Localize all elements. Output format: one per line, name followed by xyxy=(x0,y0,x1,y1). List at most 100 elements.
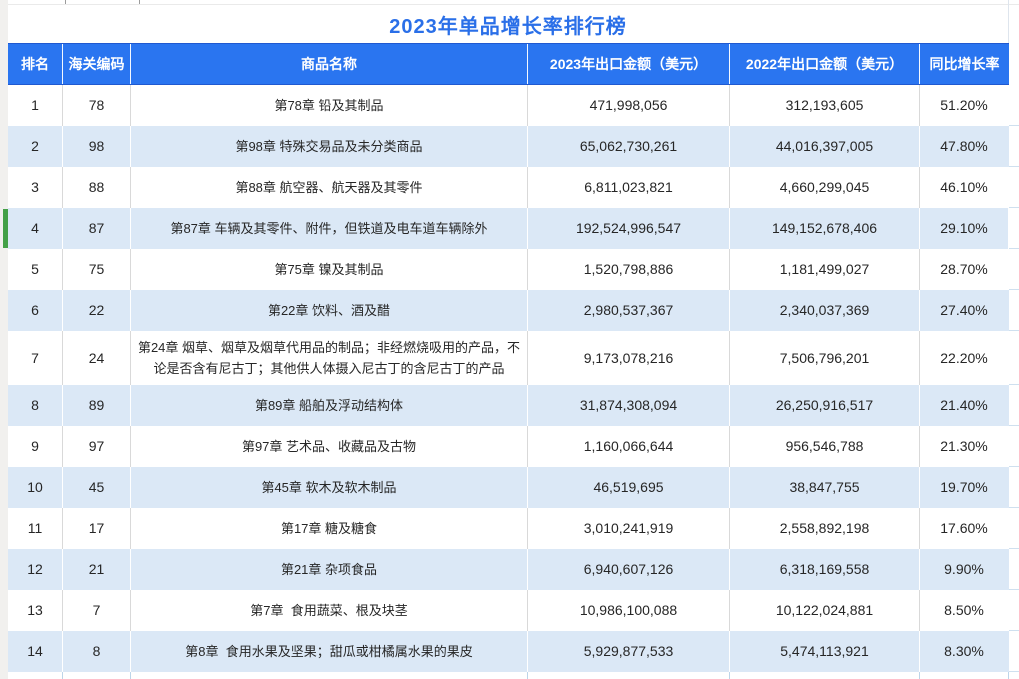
cell-product-name: 第24章 烟草、烟草及烟草代用品的制品；非经燃烧吸用的产品，不论是否含有尼古丁；… xyxy=(131,331,528,385)
cell-export-2023: 192,524,996,547 xyxy=(528,208,730,249)
cell-product-name: 第97章 艺术品、收藏品及古物 xyxy=(131,426,528,467)
cell-growth-rate: 19.70% xyxy=(940,479,988,495)
cell-export-2023: 9,173,078,216 xyxy=(528,331,730,385)
cell-growth-rate: 21.40% xyxy=(940,397,988,413)
cell-growth-rate: 27.40% xyxy=(940,302,988,318)
header-growth-rate: 同比增长率 xyxy=(929,56,1000,72)
header-rank: 排名 xyxy=(8,44,63,84)
cell-product-name: 第87章 车辆及其零件、附件，但铁道及电车道车辆除外 xyxy=(131,208,528,249)
cell-growth-rate: 8.50% xyxy=(944,602,984,618)
table-row[interactable]: 9 97 第97章 艺术品、收藏品及古物 1,160,066,644 956,5… xyxy=(8,426,1019,467)
grid-top-line xyxy=(8,4,1019,5)
cell-hs-code: 98 xyxy=(63,126,131,167)
cell-export-2022: 38,847,755 xyxy=(730,467,920,508)
table-row[interactable]: 3 88 第88章 航空器、航天器及其零件 6,811,023,821 4,66… xyxy=(8,167,1019,208)
table-row[interactable]: 11 17 第17章 糖及糖食 3,010,241,919 2,558,892,… xyxy=(8,508,1019,549)
table-row[interactable]: 2 98 第98章 特殊交易品及未分类商品 65,062,730,261 44,… xyxy=(8,126,1019,167)
cell-product-name: 第7章 食用蔬菜、根及块茎 xyxy=(131,590,528,631)
cell-growth-rate: 46.10% xyxy=(940,179,988,195)
cell-export-2022: 956,546,788 xyxy=(730,426,920,467)
cell-hs-code: 45 xyxy=(63,467,131,508)
cell-export-2022: 5,474,113,921 xyxy=(730,631,920,672)
cell-product-name: 第75章 镍及其制品 xyxy=(131,249,528,290)
header-product-name: 商品名称 xyxy=(131,44,528,84)
page-title: 2023年单品增长率排行榜 xyxy=(389,15,627,38)
table-row[interactable]: 5 75 第75章 镍及其制品 1,520,798,886 1,181,499,… xyxy=(8,249,1019,290)
cell-rank: 5 xyxy=(8,249,63,290)
cell-export-2023: 6,811,023,821 xyxy=(528,167,730,208)
cell-hs-code: 89 xyxy=(63,385,131,426)
table-row[interactable]: 10 45 第45章 软木及软木制品 46,519,695 38,847,755… xyxy=(8,467,1019,508)
cell-rank: 11 xyxy=(8,508,63,549)
cell-product-name: 第17章 糖及糖食 xyxy=(131,508,528,549)
cell-rank: 13 xyxy=(8,590,63,631)
cell-product-name: 第8章 食用水果及坚果；甜瓜或柑橘属水果的果皮 xyxy=(131,631,528,672)
cell-export-2023: 65,062,730,261 xyxy=(528,126,730,167)
cell-product-name: 第98章 特殊交易品及未分类商品 xyxy=(131,126,528,167)
cell-product-name: 第89章 船舶及浮动结构体 xyxy=(131,385,528,426)
grid-tick-icon xyxy=(65,0,66,4)
cell-export-2022: 312,193,605 xyxy=(730,85,920,126)
table-row[interactable]: 7 24 第24章 烟草、烟草及烟草代用品的制品；非经燃烧吸用的产品，不论是否含… xyxy=(8,331,1019,385)
cell-growth-rate: 51.20% xyxy=(940,97,988,113)
table-row[interactable]: 1 78 第78章 铅及其制品 471,998,056 312,193,605 … xyxy=(8,85,1019,126)
cell-hs-code: 24 xyxy=(63,331,131,385)
table-row[interactable]: 4 87 第87章 车辆及其零件、附件，但铁道及电车道车辆除外 192,524,… xyxy=(3,208,1019,249)
cell-growth-rate: 22.20% xyxy=(940,349,988,366)
cell-export-2023: 471,998,056 xyxy=(528,85,730,126)
table-row[interactable]: 13 7 第7章 食用蔬菜、根及块茎 10,986,100,088 10,122… xyxy=(8,590,1019,631)
cell-growth-rate: 21.30% xyxy=(940,438,988,454)
cell-export-2022: 2,558,892,198 xyxy=(730,508,920,549)
cell-export-2022: 1,181,499,027 xyxy=(730,249,920,290)
cell-growth-rate: 28.70% xyxy=(940,261,988,277)
cell-rank: 12 xyxy=(8,549,63,590)
header-export-2023: 2023年出口金额（美元） xyxy=(528,44,730,84)
cell-rank: 1 xyxy=(8,85,63,126)
cell-hs-code: 22 xyxy=(63,290,131,331)
header-export-2022: 2022年出口金额（美元） xyxy=(730,44,920,84)
cell-growth-rate: 17.60% xyxy=(940,520,988,536)
cell-export-2022: 44,016,397,005 xyxy=(730,126,920,167)
cell-export-2023: 10,986,100,088 xyxy=(528,590,730,631)
cell-export-2022: 149,152,678,406 xyxy=(730,208,920,249)
table-row[interactable]: 14 8 第8章 食用水果及坚果；甜瓜或柑橘属水果的果皮 5,929,877,5… xyxy=(8,631,1019,672)
cell-export-2023: 46,519,695 xyxy=(528,467,730,508)
cell-hs-code: 21 xyxy=(63,549,131,590)
cell-growth-rate: 9.90% xyxy=(944,561,984,577)
cell-export-2023: 5,929,877,533 xyxy=(528,631,730,672)
table-row[interactable]: 6 22 第22章 饮料、酒及醋 2,980,537,367 2,340,037… xyxy=(8,290,1019,331)
cell-product-name: 第45章 软木及软木制品 xyxy=(131,467,528,508)
cell-export-2023: 6,940,607,126 xyxy=(528,549,730,590)
grid-tick-icon xyxy=(139,0,140,4)
cell-hs-code: 75 xyxy=(63,249,131,290)
table-row[interactable]: 12 21 第21章 杂项食品 6,940,607,126 6,318,169,… xyxy=(8,549,1019,590)
cell-export-2022: 26,250,916,517 xyxy=(730,385,920,426)
header-hs-code: 海关编码 xyxy=(63,44,131,84)
table-row[interactable]: 8 89 第89章 船舶及浮动结构体 31,874,308,094 26,250… xyxy=(8,385,1019,426)
cell-growth-rate: 29.10% xyxy=(920,208,1009,249)
table-header-row: 排名 海关编码 商品名称 2023年出口金额（美元） 2022年出口金额（美元）… xyxy=(8,43,1009,85)
cell-hs-code: 97 xyxy=(63,426,131,467)
table-body: 1 78 第78章 铅及其制品 471,998,056 312,193,605 … xyxy=(3,85,1019,672)
cell-hs-code: 8 xyxy=(63,631,131,672)
cell-export-2022: 6,318,169,558 xyxy=(730,549,920,590)
cell-rank: 14 xyxy=(8,631,63,672)
cell-hs-code: 78 xyxy=(63,85,131,126)
cell-rank: 7 xyxy=(8,331,63,385)
cell-rank: 9 xyxy=(8,426,63,467)
cell-export-2022: 4,660,299,045 xyxy=(730,167,920,208)
cell-rank: 3 xyxy=(8,167,63,208)
cell-rank: 10 xyxy=(8,467,63,508)
cell-export-2023: 2,980,537,367 xyxy=(528,290,730,331)
cell-export-2022: 2,340,037,369 xyxy=(730,290,920,331)
next-row-partial xyxy=(8,672,1009,679)
cell-rank: 6 xyxy=(8,290,63,331)
cell-product-name: 第78章 铅及其制品 xyxy=(131,85,528,126)
table-title-bar: 2023年单品增长率排行榜 xyxy=(8,5,1008,43)
cell-export-2023: 3,010,241,919 xyxy=(528,508,730,549)
cell-hs-code: 7 xyxy=(63,590,131,631)
cell-rank: 8 xyxy=(8,385,63,426)
cell-growth-rate: 8.30% xyxy=(944,643,984,659)
cell-export-2022: 7,506,796,201 xyxy=(730,331,920,385)
cell-product-name: 第21章 杂项食品 xyxy=(131,549,528,590)
